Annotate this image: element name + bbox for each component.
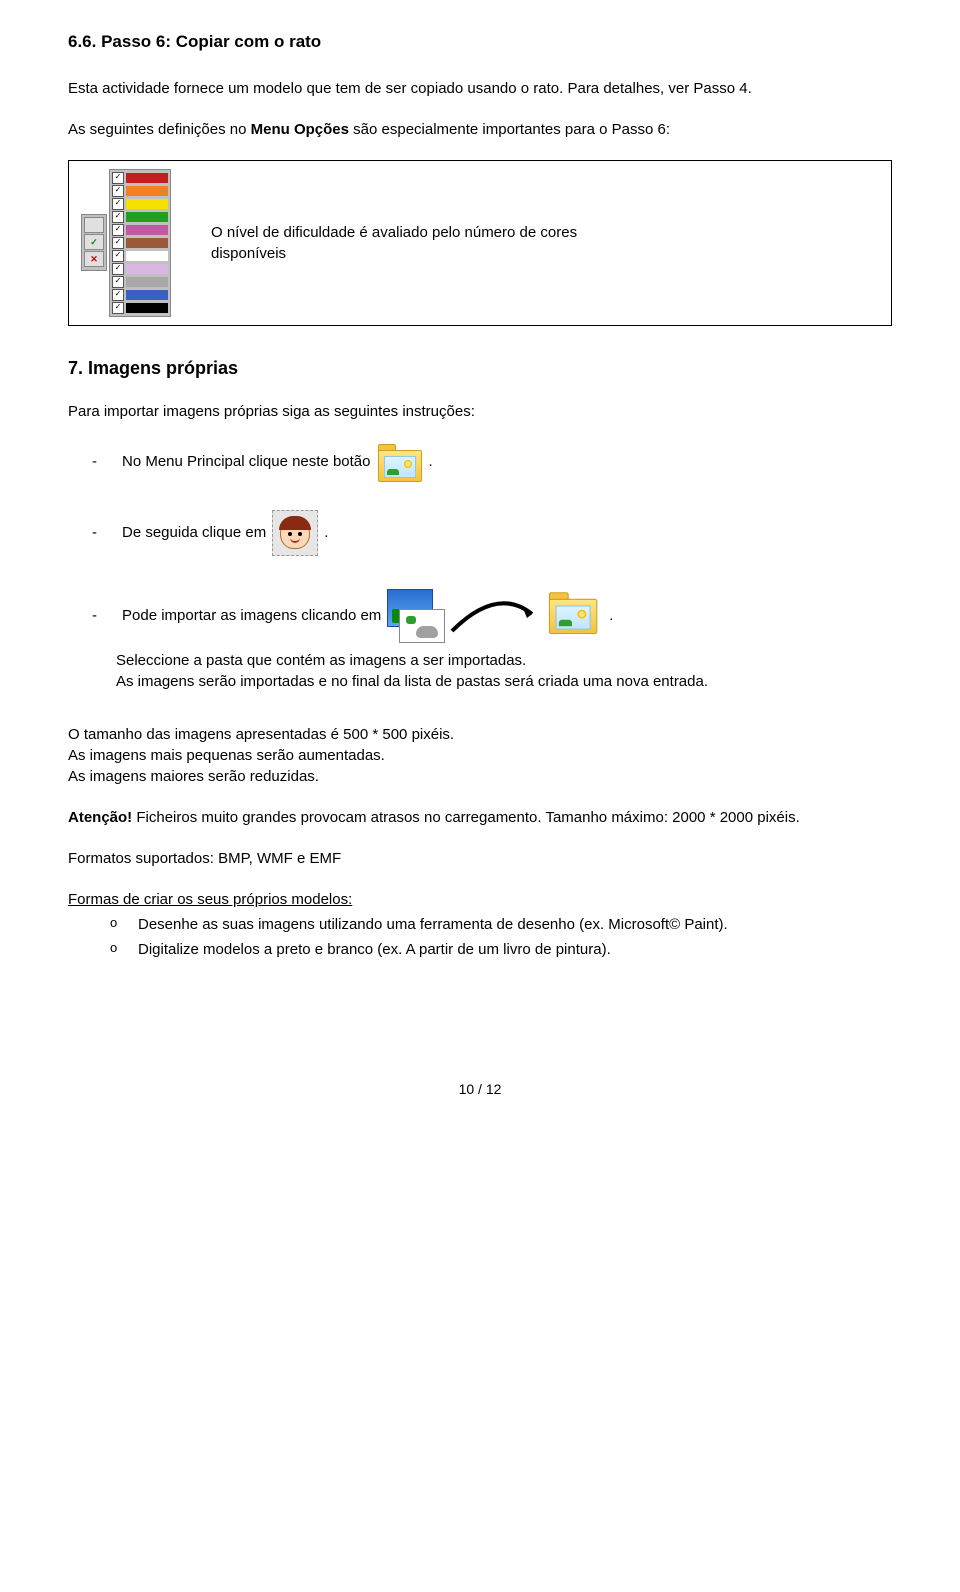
color-row[interactable]: ✓ [112,237,168,249]
swatch [126,199,168,209]
palette-color-list: ✓ ✓ ✓ ✓ ✓ ✓ ✓ ✓ ✓ ✓ ✓ [109,169,171,317]
section7-title: 7. Imagens próprias [68,356,892,381]
color-row[interactable]: ✓ [112,185,168,197]
checkbox-icon: ✓ [112,172,124,184]
attention-para: Atenção! Ficheiros muito grandes provoca… [68,807,892,828]
checkbox-icon: ✓ [112,198,124,210]
page-number: 10 / 12 [68,1080,892,1100]
checkbox-icon: ✓ [112,289,124,301]
blank-btn[interactable] [84,217,104,233]
import-graphic-icon[interactable] [387,584,603,648]
color-row[interactable]: ✓ [112,276,168,288]
checkbox-icon: ✓ [112,211,124,223]
palette-icon: ✓ ✕ ✓ ✓ ✓ ✓ ✓ ✓ ✓ ✓ ✓ ✓ ✓ [81,169,171,317]
attention-text: Ficheiros muito grandes provocam atrasos… [132,809,800,826]
color-row[interactable]: ✓ [112,172,168,184]
folder-button-icon[interactable] [376,442,422,482]
bullet-3-text: Pode importar as imagens clicando em [122,605,381,626]
lead-c: são especialmente importantes para o Pas… [349,121,670,138]
lead-a: As seguintes definições no [68,121,251,138]
dash-icon: - [68,522,116,543]
checkbox-icon: ✓ [112,302,124,314]
color-row[interactable]: ✓ [112,250,168,262]
way-1: o Desenhe as suas imagens utilizando uma… [110,914,892,935]
swatch [126,238,168,248]
swatch [126,173,168,183]
ways-heading-text: Formas de criar os seus próprios modelos… [68,891,352,908]
dash-icon: - [68,605,116,626]
checkbox-icon: ✓ [112,237,124,249]
color-row[interactable]: ✓ [112,263,168,275]
way-2-text: Digitalize modelos a preto e branco (ex.… [138,939,892,960]
way-1-text: Desenhe as suas imagens utilizando uma f… [138,914,892,935]
bullet-3-dot: . [609,605,613,626]
way-2: o Digitalize modelos a preto e branco (e… [110,939,892,960]
checkbox-icon: ✓ [112,276,124,288]
color-row[interactable]: ✓ [112,224,168,236]
checkbox-icon: ✓ [112,263,124,275]
step6-intro: Esta actividade fornece um modelo que te… [68,78,892,99]
circle-icon: o [110,939,126,957]
palette-box: ✓ ✕ ✓ ✓ ✓ ✓ ✓ ✓ ✓ ✓ ✓ ✓ ✓ O nível de dif… [68,160,892,326]
bullet-1-text: No Menu Principal clique neste botão [122,451,370,472]
palette-caption: O nível de dificuldade é avaliado pelo n… [211,222,577,264]
bullet-3: - Pode importar as imagens clicando em [68,584,892,648]
swatch [126,251,168,261]
avatar-button-icon[interactable] [272,510,318,556]
size-l2: As imagens mais pequenas serão aumentada… [68,747,385,764]
swatch [126,264,168,274]
bullet-2-text: De seguida clique em [122,522,266,543]
b3-after-l2: As imagens serão importadas e no final d… [116,671,892,692]
ways-heading: Formas de criar os seus próprios modelos… [68,889,892,910]
color-row[interactable]: ✓ [112,302,168,314]
bullet-1-dot: . [428,451,432,472]
swatch [126,303,168,313]
lead-b: Menu Opções [251,121,349,138]
dash-icon: - [68,451,116,472]
check-all-btn[interactable]: ✓ [84,234,104,250]
bullet-1: - No Menu Principal clique neste botão . [68,442,892,482]
circle-icon: o [110,914,126,932]
size-l3: As imagens maiores serão reduzidas. [68,768,319,785]
swatch [126,277,168,287]
color-row[interactable]: ✓ [112,289,168,301]
step6-options-lead: As seguintes definições no Menu Opções s… [68,119,892,140]
b3-after-l1: Seleccione a pasta que contém as imagens… [116,650,892,671]
size-l1: O tamanho das imagens apresentadas é 500… [68,726,454,743]
palette-caption-l1: O nível de dificuldade é avaliado pelo n… [211,222,577,243]
checkbox-icon: ✓ [112,185,124,197]
formats-para: Formatos suportados: BMP, WMF e EMF [68,848,892,869]
swatch [126,186,168,196]
color-row[interactable]: ✓ [112,211,168,223]
bullet-3-continuation: Seleccione a pasta que contém as imagens… [116,650,892,692]
uncheck-all-btn[interactable]: ✕ [84,251,104,267]
bullet-2: - De seguida clique em . [68,510,892,556]
color-row[interactable]: ✓ [112,198,168,210]
checkbox-icon: ✓ [112,224,124,236]
swatch [126,290,168,300]
attention-label: Atenção! [68,809,132,826]
section7-intro: Para importar imagens próprias siga as s… [68,401,892,422]
swatch [126,225,168,235]
palette-toggle-col: ✓ ✕ [81,214,107,271]
palette-caption-l2: disponíveis [211,243,577,264]
bullet-2-dot: . [324,522,328,543]
checkbox-icon: ✓ [112,250,124,262]
step6-title: 6.6. Passo 6: Copiar com o rato [68,30,892,54]
size-info: O tamanho das imagens apresentadas é 500… [68,724,892,787]
swatch [126,212,168,222]
page-content: 6.6. Passo 6: Copiar com o rato Esta act… [0,0,960,1140]
